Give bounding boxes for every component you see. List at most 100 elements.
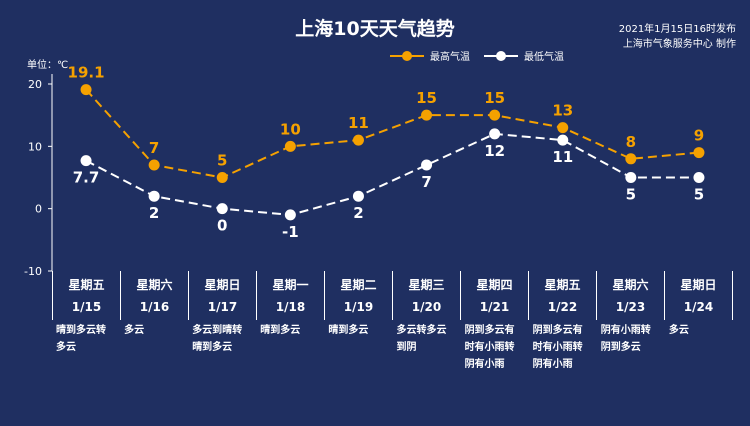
data-label-low: 0 [217, 217, 227, 235]
data-label-high: 5 [217, 152, 227, 170]
day-date: 1/16 [139, 300, 170, 314]
data-point-low [557, 134, 569, 146]
day-weekday: 星期一 [272, 278, 309, 292]
legend-high-label: 最高气温 [430, 52, 470, 63]
data-point-high [693, 147, 705, 159]
day-column: 星期六 1/23 [597, 271, 665, 320]
data-label-low: 11 [552, 148, 573, 166]
data-label-high: 11 [348, 114, 369, 132]
y-tick-label: -10 [24, 265, 42, 278]
day-weekday: 星期六 [612, 278, 649, 292]
producer: 上海市气象服务中心 制作 [622, 39, 736, 50]
weather-description: 晴到多云转 多云 [56, 325, 106, 353]
weather-description-row: 晴到多云转 多云 多云 多云到晴转 晴到多云 晴到多云 晴到多云 多云转多云 到阴 阴到多云… [52, 322, 733, 373]
day-column: 星期一 1/18 [257, 271, 325, 320]
data-point-high [216, 172, 228, 183]
day-column: 星期日 1/17 [189, 271, 257, 320]
series-line-low [85, 132, 699, 216]
data-point-low [489, 128, 501, 140]
publish-time: 2021年1月15日16时发布 [618, 24, 736, 35]
weather-description: 阴到多云有 时有小雨转 阴有小雨 [532, 325, 583, 370]
data-label-low: -1 [282, 223, 299, 241]
weather-description: 多云转多云 到阴 [396, 325, 447, 353]
day-date: 1/17 [207, 300, 238, 314]
y-tick-label: 20 [28, 78, 42, 91]
data-point-high [80, 84, 92, 96]
data-label-low: 2 [353, 204, 363, 222]
data-point-high [489, 109, 501, 121]
day-date: 1/15 [71, 300, 102, 314]
legend-high-swatch [390, 50, 424, 61]
data-point-low [352, 190, 364, 202]
day-date: 1/21 [479, 300, 510, 314]
day-column: 星期二 1/19 [325, 271, 393, 320]
data-point-high [421, 109, 433, 121]
day-weekday: 星期日 [204, 278, 241, 292]
day-weekday: 星期五 [544, 278, 581, 292]
data-label-low: 12 [484, 142, 505, 160]
legend-low-swatch [484, 50, 518, 61]
data-point-low [625, 172, 637, 183]
data-label-low: 5 [694, 186, 704, 204]
data-point-low [693, 172, 705, 183]
data-label-high: 19.1 [68, 64, 105, 82]
day-date: 1/20 [411, 300, 442, 314]
day-column: 星期四 1/21 [461, 271, 529, 320]
data-label-high: 9 [694, 127, 704, 145]
weather-description: 晴到多云 [328, 325, 369, 336]
day-column: 星期五 1/15 [52, 271, 121, 320]
legend: 最高气温 最低气温 [390, 48, 564, 63]
data-point-high [557, 122, 569, 134]
data-point-low [216, 203, 228, 215]
data-label-low: 2 [149, 204, 159, 222]
weather-description: 多云到晴转 晴到多云 [192, 325, 243, 353]
data-point-low [284, 209, 296, 221]
data-point-low [421, 159, 433, 171]
legend-item-high: 最高气温 [390, 48, 470, 63]
weather-description: 阴到多云有 时有小雨转 阴有小雨 [464, 325, 515, 370]
data-label-high: 7 [149, 139, 159, 157]
data-point-high [148, 159, 160, 171]
day-weekday: 星期三 [408, 278, 445, 292]
day-date: 1/19 [343, 300, 374, 314]
weather-description: 多云 [668, 325, 689, 336]
unit-label: 单位：℃ [27, 60, 69, 71]
data-label-high: 15 [416, 89, 437, 107]
data-point-low [148, 190, 160, 202]
data-label-low: 7 [421, 173, 431, 191]
data-label-high: 10 [280, 120, 301, 138]
weather-description: 阴有小雨转 阴到多云 [600, 325, 651, 353]
chart-title: 上海10天天气趋势 [295, 18, 455, 40]
day-weekday: 星期五 [68, 278, 105, 292]
day-date: 1/22 [547, 300, 578, 314]
day-date: 1/18 [275, 300, 306, 314]
day-column: 星期三 1/20 [393, 271, 461, 320]
legend-low-label: 最低气温 [524, 52, 564, 63]
data-label-high: 15 [484, 89, 505, 107]
data-label-low: 7.7 [73, 169, 100, 187]
day-weekday: 星期六 [136, 278, 173, 292]
y-tick-label: 10 [28, 140, 42, 153]
data-point-high [284, 140, 296, 152]
day-weekday: 星期日 [680, 278, 717, 292]
day-column: 星期五 1/22 [529, 271, 597, 320]
day-date: 1/24 [683, 300, 714, 314]
data-label-low: 5 [626, 186, 636, 204]
day-date: 1/23 [615, 300, 646, 314]
publish-info: 2021年1月15日16时发布 上海市气象服务中心 制作 [619, 22, 736, 52]
data-label-high: 8 [626, 133, 636, 151]
weather-description: 多云 [124, 325, 145, 336]
y-tick-label: 0 [35, 203, 42, 216]
day-weekday: 星期二 [340, 278, 377, 292]
day-column: 星期六 1/16 [121, 271, 189, 320]
series-line-high [85, 88, 700, 179]
weather-description: 晴到多云 [260, 325, 301, 336]
data-point-low [80, 155, 92, 167]
data-point-high [625, 153, 637, 165]
data-label-high: 13 [552, 102, 573, 120]
day-header-row: 星期五 1/15 星期六 1/16 星期日 1/17 星期一 1/18 星期二 1/19 星期三 1/… [52, 271, 733, 320]
legend-item-low: 最低气温 [484, 48, 564, 63]
data-point-high [352, 134, 364, 146]
day-weekday: 星期四 [476, 278, 513, 292]
